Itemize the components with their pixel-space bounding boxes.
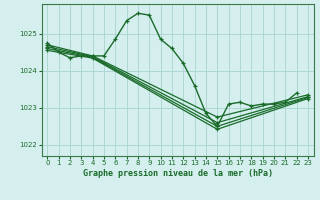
X-axis label: Graphe pression niveau de la mer (hPa): Graphe pression niveau de la mer (hPa) xyxy=(83,169,273,178)
